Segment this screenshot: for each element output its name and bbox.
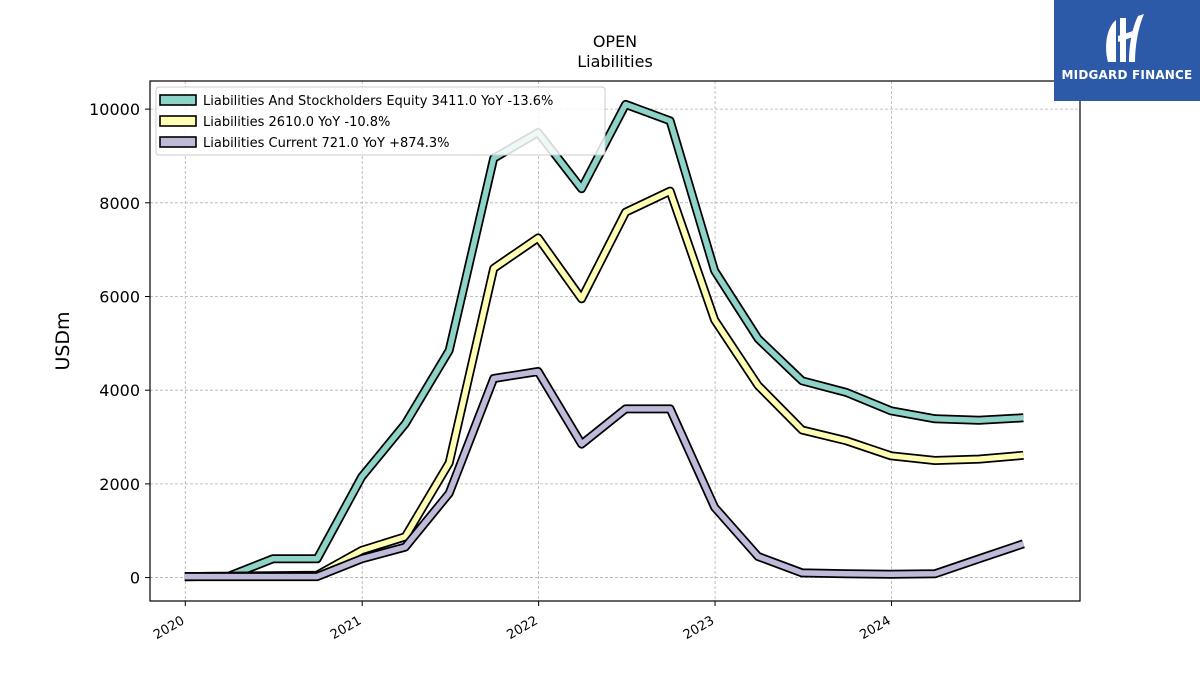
legend-box [155,86,606,156]
y-tick-label: 0 [130,569,140,588]
legend-swatch [159,94,197,106]
x-tick-label: 2022 [504,613,540,643]
series-outline-0 [184,99,1024,582]
series-lines [184,99,1025,582]
chart-subtitle: Liabilities [577,52,653,71]
series-outline-2 [184,367,1025,582]
series-line-0 [184,101,1024,580]
chart-title: OPEN [593,32,637,51]
x-tick-label: 2023 [681,613,717,643]
legend: Liabilities And Stockholders Equity 3411… [155,86,606,156]
brand-logo: MIDGARD FINANCE [1054,0,1200,101]
y-axis-label: USDm [52,311,74,370]
legend-label: Liabilities And Stockholders Equity 3411… [203,94,553,109]
brand-name: MIDGARD FINANCE [1061,68,1193,82]
y-tick-label: 8000 [99,194,140,213]
x-tick-label: 2024 [857,613,893,643]
legend-swatch [159,115,197,127]
plot-frame [149,80,1081,602]
stylized-m-logo-icon [1106,14,1144,62]
y-axis-ticks: 0 2000 4000 6000 8000 10000 [89,100,150,588]
x-axis-ticks: 2020 2021 2022 2023 2024 [151,601,893,643]
y-tick-label: 4000 [99,381,140,400]
series-line-1 [184,188,1024,580]
y-tick-label: 6000 [99,287,140,306]
y-tick-label: 2000 [99,475,140,494]
grid [150,81,1080,601]
x-tick-label: 2020 [151,613,187,643]
x-tick-label: 2021 [328,613,364,643]
series-line-2 [184,368,1025,580]
y-tick-label: 10000 [89,100,140,119]
legend-label: Liabilities 2610.0 YoY -10.8% [203,115,390,130]
legend-swatch [159,136,197,148]
legend-label: Liabilities Current 721.0 YoY +874.3% [203,136,450,151]
